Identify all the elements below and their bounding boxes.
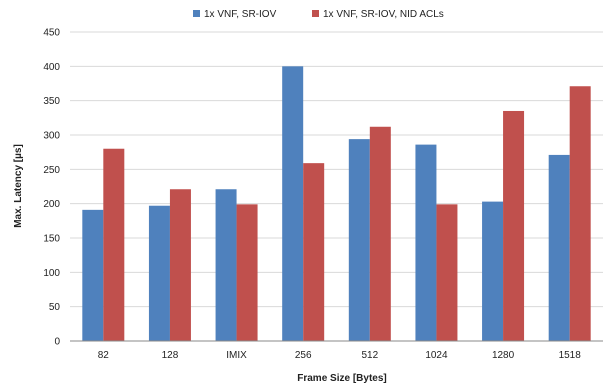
y-tick-label: 400	[43, 62, 60, 73]
x-tick-label: 1518	[559, 350, 582, 361]
y-tick-label: 50	[49, 302, 61, 313]
bar-series-2	[169, 189, 191, 341]
y-tick-label: 450	[43, 28, 60, 39]
x-tick-label: 82	[98, 350, 110, 361]
y-tick-label: 0	[54, 337, 60, 348]
x-axis-ticks: 82 128 IMIX 256 512 1024 1280 1518	[98, 350, 581, 361]
legend: 1x VNF, SR-IOV 1x VNF, SR-IOV, NID ACLs	[193, 9, 444, 20]
bar-series-2	[103, 148, 125, 341]
x-tick-label: 1024	[425, 350, 448, 361]
y-tick-label: 300	[43, 131, 60, 142]
bar-series-1	[82, 209, 104, 341]
y-tick-label: 350	[43, 96, 60, 107]
x-tick-label: 128	[162, 350, 179, 361]
bar-series-1	[215, 189, 237, 341]
legend-label-series-2: 1x VNF, SR-IOV, NID ACLs	[323, 9, 444, 20]
bar-series-2	[303, 163, 325, 341]
bar-series-1	[148, 205, 170, 341]
legend-swatch-series-1	[193, 10, 200, 17]
y-tick-label: 250	[43, 165, 60, 176]
y-axis-title: Max. Latency [µs]	[13, 144, 24, 228]
bar-series-2	[503, 110, 525, 341]
x-tick-label: IMIX	[226, 350, 247, 361]
y-tick-label: 150	[43, 234, 60, 245]
bar-series-2	[369, 126, 391, 341]
bar-series-1	[548, 154, 570, 341]
y-tick-label: 100	[43, 268, 60, 279]
legend-label-series-1: 1x VNF, SR-IOV	[204, 9, 277, 20]
bar-series-1	[348, 139, 370, 341]
bar-series-1	[415, 144, 437, 341]
bars	[82, 66, 591, 341]
x-tick-label: 256	[295, 350, 312, 361]
x-tick-label: 1280	[492, 350, 515, 361]
x-axis-title: Frame Size [Bytes]	[297, 373, 386, 383]
bar-series-1	[282, 66, 304, 341]
legend-swatch-series-2	[312, 10, 319, 17]
bar-series-2	[436, 204, 458, 341]
x-tick-label: 512	[361, 350, 378, 361]
bar-series-1	[482, 201, 504, 341]
y-tick-label: 200	[43, 199, 60, 210]
bar-series-2	[569, 86, 591, 341]
bar-series-2	[236, 204, 258, 341]
y-axis-ticks: 0 50 100 150 200 250 300 350 400 450	[43, 28, 60, 348]
